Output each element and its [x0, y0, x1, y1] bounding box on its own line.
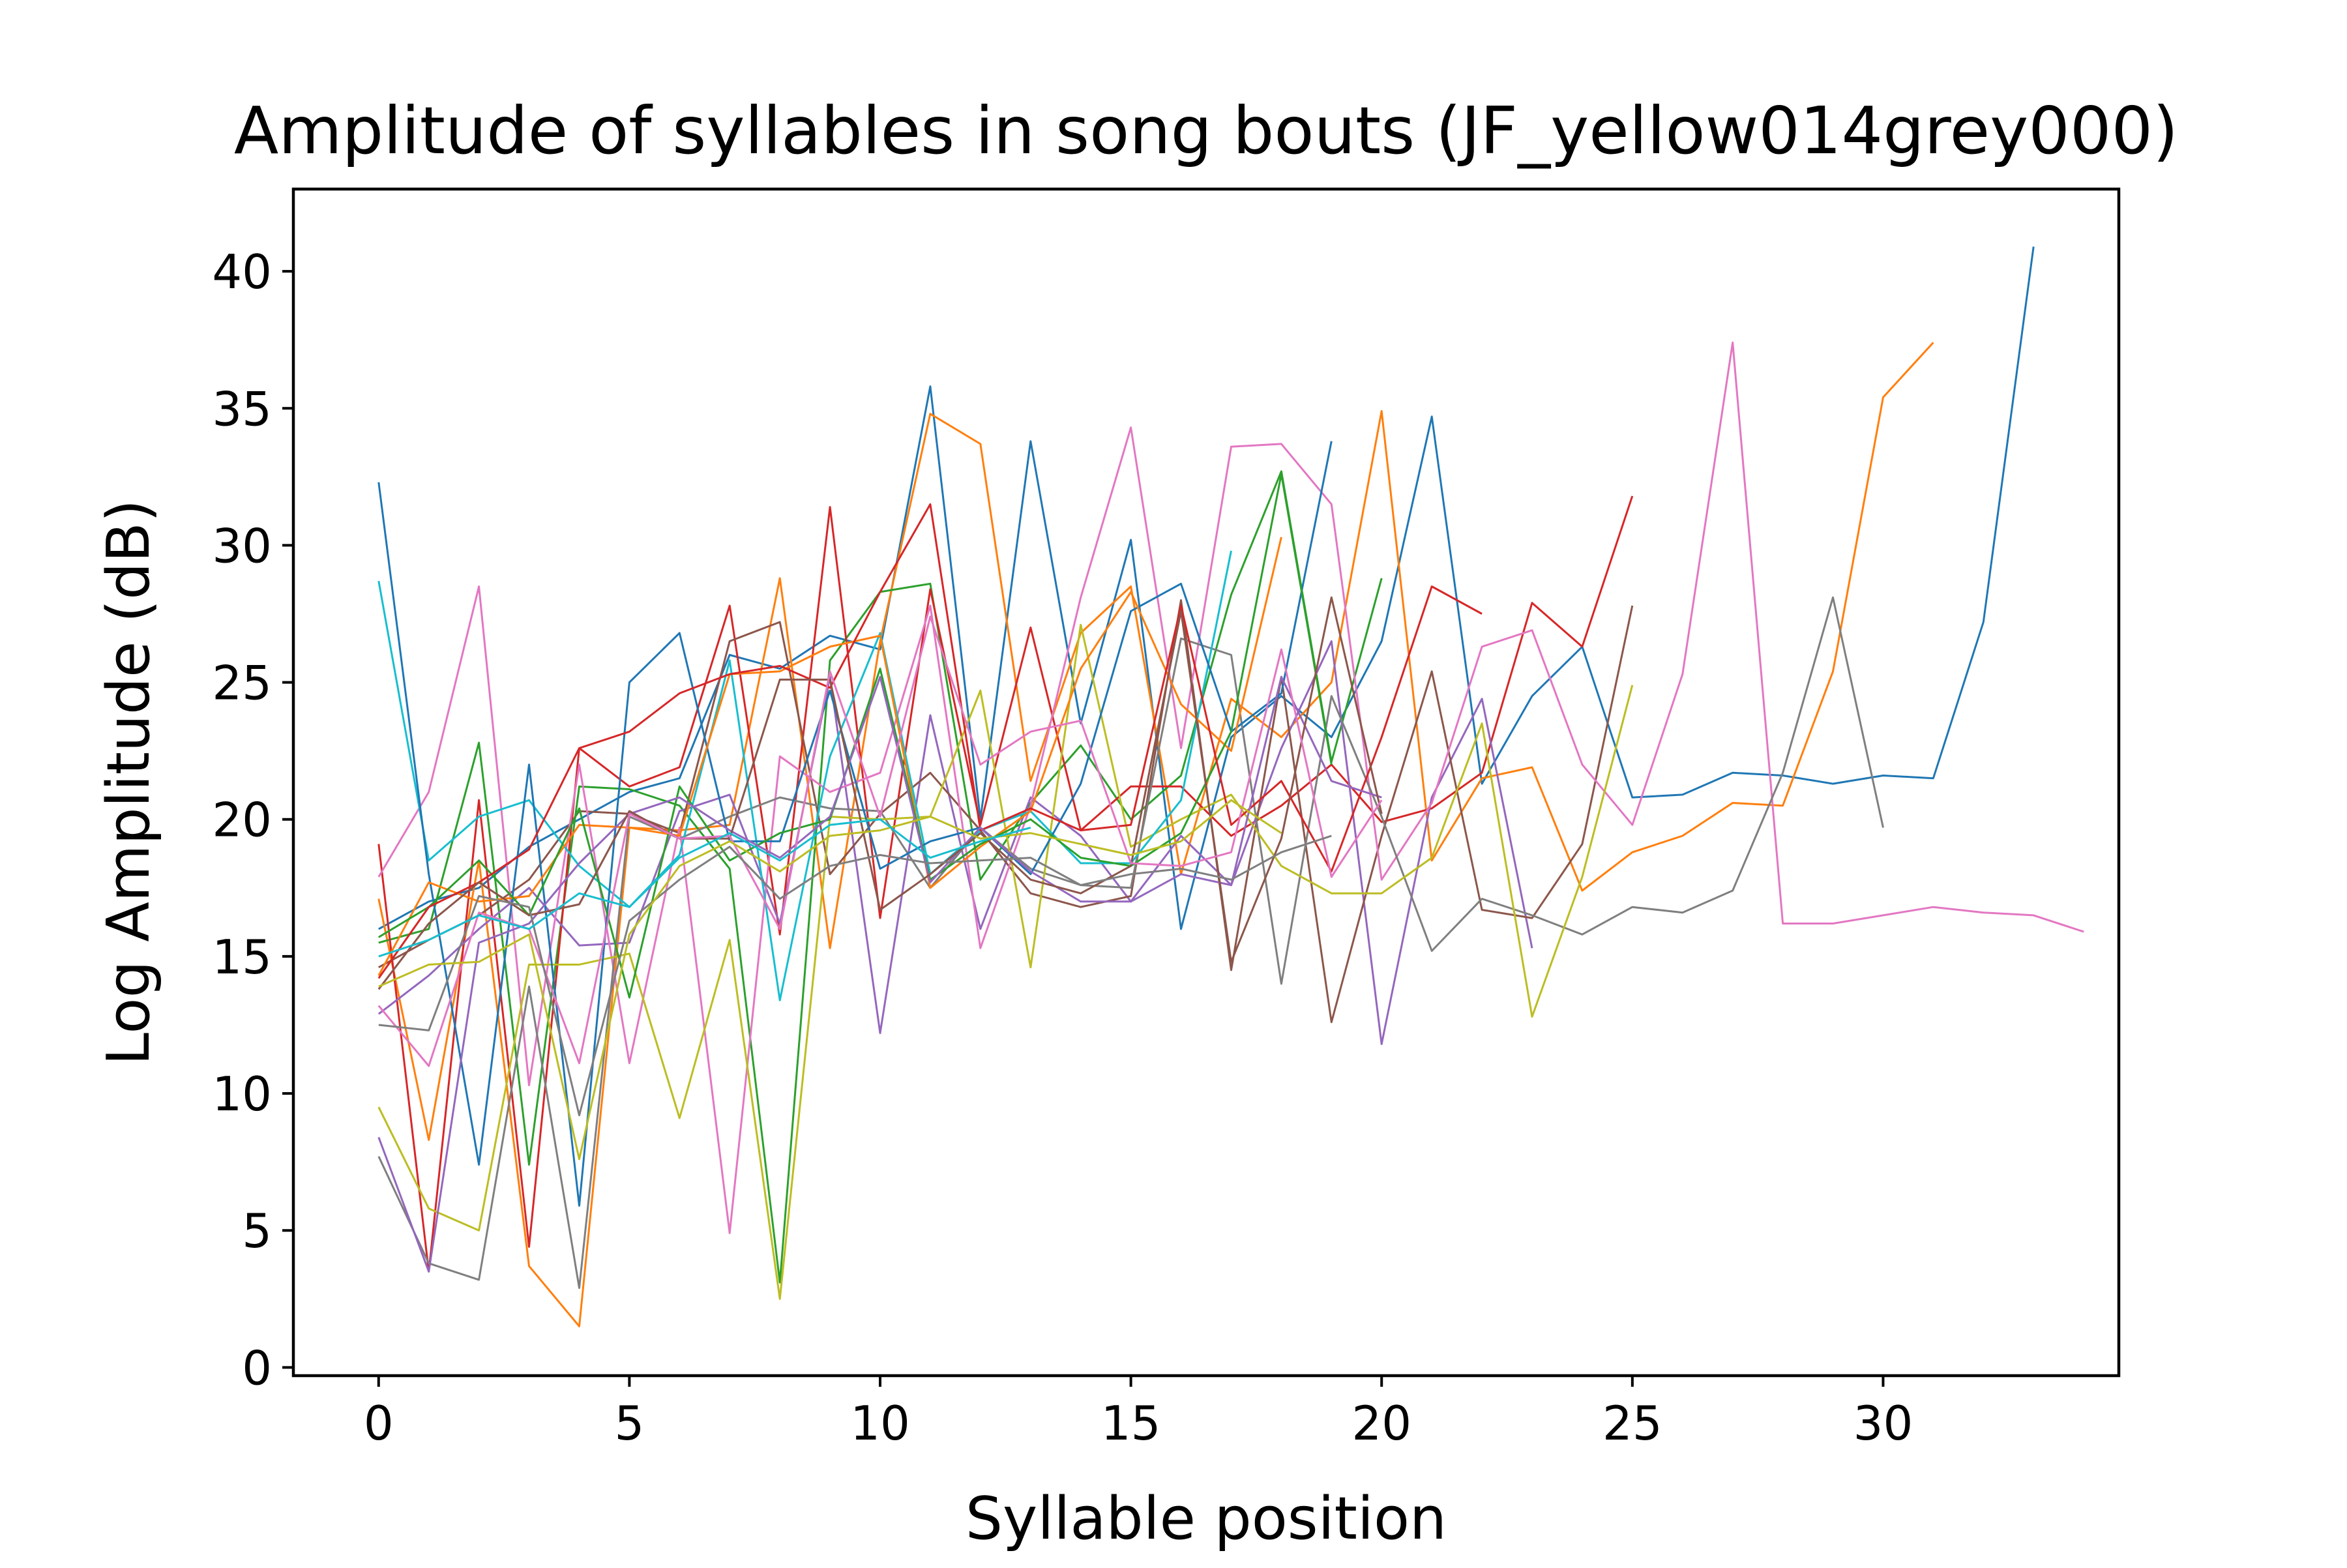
y-tick-label: 20	[212, 793, 272, 848]
series-line-7	[377, 341, 2084, 1234]
x-axis-label: Syllable position	[966, 1485, 1447, 1553]
series-line-14	[377, 503, 1483, 979]
y-axis: 0 5 10 15 20 25 30 35 40	[212, 244, 293, 1395]
plot-lines	[377, 246, 2084, 1327]
y-tick-label: 40	[212, 244, 272, 299]
series-line-10	[377, 550, 1232, 1001]
series-line-20	[378, 818, 1031, 958]
series-line-12	[377, 537, 1282, 977]
x-tick-label: 25	[1602, 1396, 1662, 1451]
series-line-18	[378, 835, 1332, 1117]
series-line-16	[377, 596, 1383, 990]
y-axis-label: Log Amplitude (dB)	[95, 499, 163, 1065]
y-tick-label: 10	[212, 1067, 272, 1121]
x-tick-label: 0	[364, 1396, 394, 1451]
x-tick-label: 5	[614, 1396, 644, 1451]
y-tick-label: 25	[212, 656, 272, 711]
y-tick-label: 0	[242, 1340, 272, 1395]
x-tick-label: 15	[1101, 1396, 1161, 1451]
series-line-19	[378, 799, 1282, 1161]
y-tick-label: 35	[212, 381, 272, 436]
series-line-11	[377, 441, 1333, 1207]
y-tick-label: 30	[212, 518, 272, 573]
series-line-1	[378, 246, 2035, 930]
y-tick-label: 5	[242, 1204, 272, 1258]
series-line-5	[377, 640, 1533, 1045]
chart-title: Amplitude of syllables in song bouts (JF…	[234, 93, 2178, 169]
x-tick-label: 20	[1351, 1396, 1411, 1451]
y-tick-label: 15	[212, 930, 272, 984]
x-tick-label: 30	[1853, 1396, 1913, 1451]
x-tick-label: 10	[850, 1396, 910, 1451]
plot-frame	[291, 187, 2121, 1378]
x-axis: 0 5 10 15 20 25 30	[364, 1376, 1913, 1451]
series-line-15	[377, 675, 1382, 1273]
series-line-4	[377, 496, 1634, 1273]
